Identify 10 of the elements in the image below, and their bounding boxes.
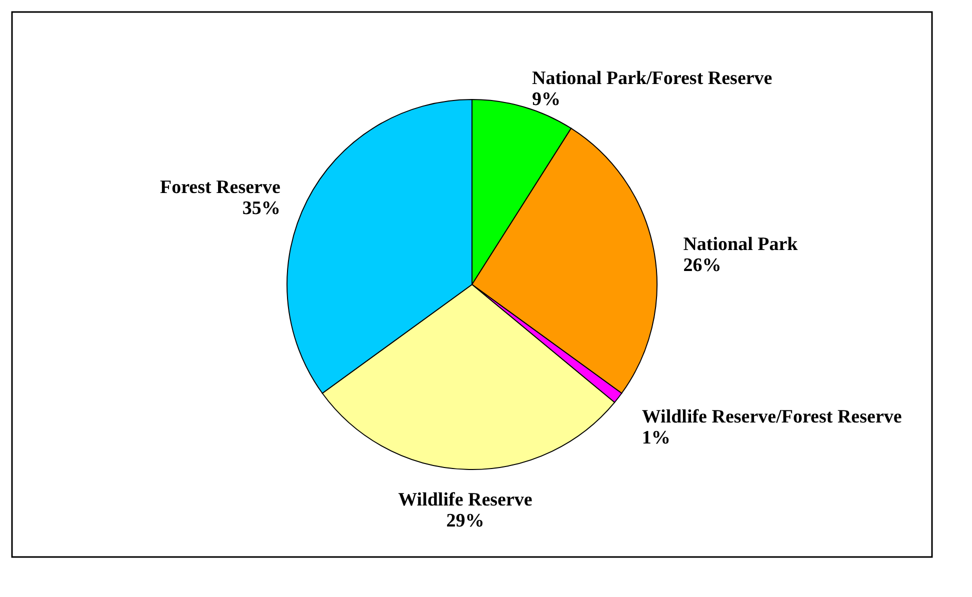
slice-label: Wildlife Reserve/Forest Reserve [642, 406, 902, 428]
data-label: 9% [532, 89, 560, 110]
slice-label: Forest Reserve [160, 176, 280, 198]
slice-label: Wildlife Reserve [398, 489, 532, 510]
slice-label: National Park [683, 234, 798, 256]
data-label: 26% [683, 255, 722, 276]
data-label: 1% [642, 427, 670, 448]
data-label: 35% [242, 198, 280, 219]
data-label: 29% [446, 510, 484, 532]
slice-label: National Park/Forest Reserve [532, 68, 772, 90]
